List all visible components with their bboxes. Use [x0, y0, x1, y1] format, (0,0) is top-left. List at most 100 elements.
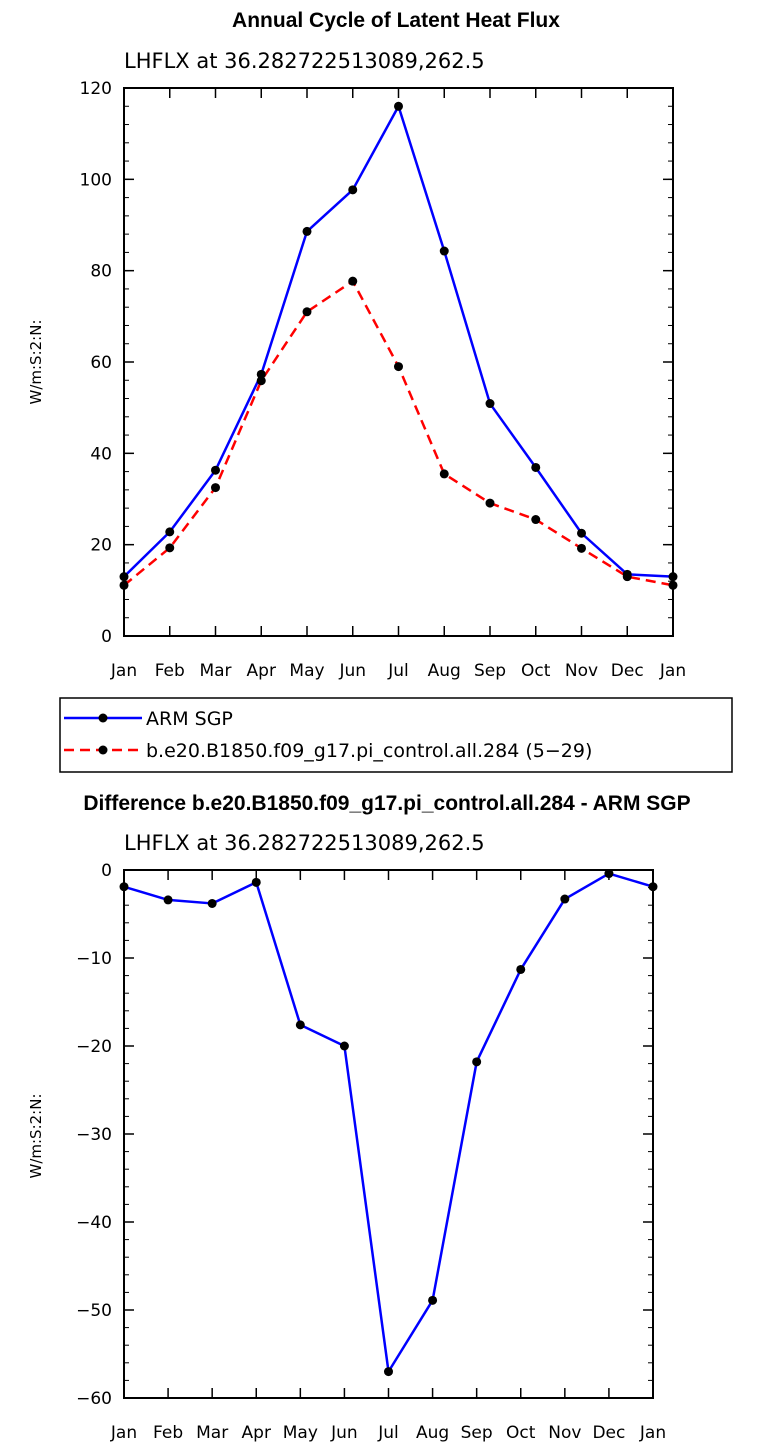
- y-tick-label: 40: [90, 444, 112, 464]
- series-0-point: [516, 964, 526, 974]
- x-tick-label: Feb: [153, 1423, 183, 1443]
- x-tick-label: Nov: [565, 661, 598, 681]
- series-0-point: [560, 894, 570, 904]
- series-1-point: [394, 362, 403, 372]
- series-0-point: [472, 1057, 482, 1067]
- y-tick-label: 0: [101, 627, 112, 647]
- x-tick-label: May: [289, 661, 324, 681]
- series-0-point: [428, 1295, 438, 1305]
- legend-label-arm-sgp: ARM SGP: [146, 708, 233, 730]
- series-0-point: [295, 1020, 305, 1030]
- legend-item-arm-sgp: ARM SGP: [64, 708, 233, 730]
- legend: ARM SGP b.e20.B1850.f09_g17.pi_control.a…: [59, 697, 733, 773]
- series-line-1: [123, 279, 674, 587]
- x-tick-label: May: [283, 1423, 318, 1443]
- y-tick-label: −20: [76, 1037, 112, 1057]
- legend-marker-arm-sgp: [98, 713, 108, 723]
- series-0-point: [251, 877, 261, 887]
- x-tick-label: Jan: [110, 661, 137, 681]
- x-tick-label: Nov: [548, 1423, 581, 1443]
- series-0-point: [577, 528, 586, 538]
- top-chart-title: Annual Cycle of Latent Heat Flux: [232, 9, 560, 32]
- bottom-chart-subtitle: LHFLX at 36.282722513089,262.5: [124, 831, 485, 855]
- y-tick-label: 0: [101, 861, 112, 881]
- series-0-point: [207, 898, 217, 908]
- series-1-point: [577, 543, 586, 553]
- y-tick-label: −60: [76, 1389, 112, 1409]
- series-1-point: [439, 469, 449, 479]
- y-tick-label: −10: [76, 949, 112, 969]
- x-tick-label: Mar: [196, 1423, 228, 1443]
- y-tick-label: 60: [90, 353, 112, 373]
- series-0-point: [256, 369, 266, 379]
- x-tick-label: Sep: [461, 1423, 493, 1443]
- series-1-point: [256, 376, 266, 386]
- series-0-point: [604, 869, 614, 879]
- series-0-point: [165, 527, 175, 537]
- x-tick-label: Apr: [242, 1423, 271, 1443]
- y-tick-label: −40: [76, 1213, 112, 1233]
- series-0-point: [163, 895, 173, 905]
- x-tick-label: Jul: [387, 661, 409, 681]
- series-line-0: [123, 105, 674, 578]
- y-tick-label: −30: [76, 1125, 112, 1145]
- series-0-point: [339, 1041, 349, 1051]
- y-tick-label: 80: [90, 262, 112, 282]
- y-tick-label: 100: [80, 170, 112, 190]
- x-tick-label: Dec: [592, 1423, 625, 1443]
- bottom-chart-y-axis-label: W/m:S:2:N:: [27, 1094, 45, 1179]
- x-tick-label: Aug: [428, 661, 461, 681]
- bottom-chart-frame: [123, 869, 654, 1399]
- top-chart-x-tick-labels: Jan Feb Mar Apr May Jun Jul Aug Sep Oct Nov Dec Jan: [110, 661, 686, 681]
- bottom-chart: Difference b.e20.B1850.f09_g17.pi_contro…: [27, 792, 691, 1443]
- series-1-point: [211, 483, 220, 493]
- x-tick-label: Apr: [247, 661, 276, 681]
- x-tick-label: Jun: [338, 661, 366, 681]
- top-chart-y-tick-labels: 0 20 40 60 80 100 120: [80, 79, 112, 647]
- x-tick-label: Oct: [521, 661, 551, 681]
- x-tick-label: Jan: [110, 1423, 137, 1443]
- series-0-point: [384, 1367, 393, 1377]
- bottom-chart-series: [119, 869, 658, 1377]
- bottom-chart-title: Difference b.e20.B1850.f09_g17.pi_contro…: [83, 792, 690, 815]
- legend-label-model: b.e20.B1850.f09_g17.pi_control.all.284 (…: [146, 740, 592, 762]
- y-tick-label: 20: [90, 536, 112, 556]
- series-1-point: [485, 498, 495, 508]
- x-tick-label: Jan: [659, 661, 686, 681]
- x-tick-label: Dec: [611, 661, 644, 681]
- x-tick-label: Aug: [416, 1423, 449, 1443]
- top-chart-series: [119, 101, 678, 590]
- legend-box: [59, 697, 733, 773]
- top-chart-frame: [123, 87, 674, 637]
- series-1-point: [348, 276, 358, 286]
- bottom-chart-y-tick-labels: −60 −50 −40 −30 −20 −10 0: [76, 861, 112, 1409]
- x-tick-label: Mar: [199, 661, 231, 681]
- x-tick-label: Feb: [155, 661, 185, 681]
- x-tick-label: Jun: [330, 1423, 358, 1443]
- x-tick-label: Sep: [474, 661, 506, 681]
- series-0-point: [211, 465, 220, 475]
- x-tick-label: Jul: [377, 1423, 399, 1443]
- series-0-point: [302, 226, 312, 236]
- legend-marker-model: [98, 745, 108, 755]
- series-0-point: [485, 399, 495, 409]
- series-1-point: [302, 307, 312, 317]
- top-chart-y-axis-label: W/m:S:2:N:: [27, 320, 45, 405]
- series-1-point: [165, 543, 175, 553]
- series-1-point: [622, 572, 632, 582]
- series-0-point: [439, 246, 449, 256]
- series-1-point: [531, 515, 541, 525]
- bottom-chart-x-tick-labels: Jan Feb Mar Apr May Jun Jul Aug Sep Oct Nov Dec Jan: [110, 1423, 666, 1443]
- series-line-0: [123, 872, 654, 1373]
- bottom-chart-ticks: [123, 869, 654, 1399]
- y-tick-label: −50: [76, 1301, 112, 1321]
- series-0-point: [348, 185, 358, 195]
- x-tick-label: Jan: [639, 1423, 666, 1443]
- series-0-point: [394, 101, 403, 111]
- y-tick-label: 120: [80, 79, 112, 99]
- top-chart-subtitle: LHFLX at 36.282722513089,262.5: [124, 49, 485, 73]
- top-chart: Annual Cycle of Latent Heat Flux LHFLX a…: [27, 9, 686, 681]
- x-tick-label: Oct: [506, 1423, 536, 1443]
- legend-item-model: b.e20.B1850.f09_g17.pi_control.all.284 (…: [64, 740, 592, 762]
